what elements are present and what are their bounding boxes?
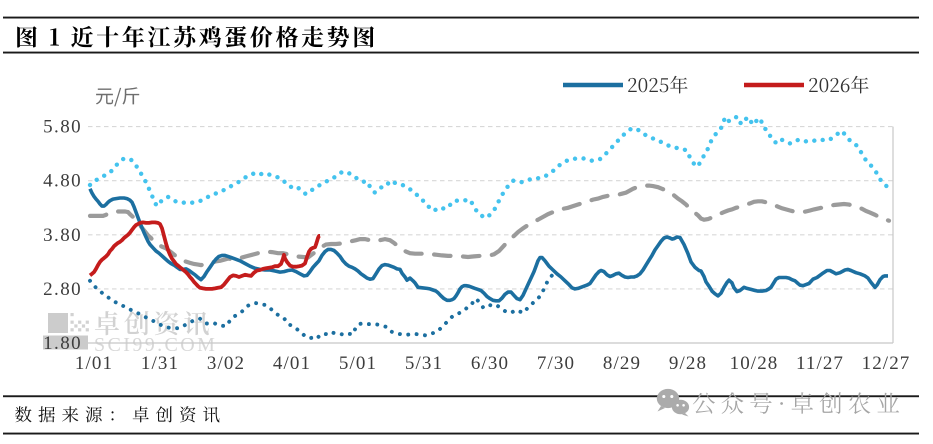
svg-text:3/02: 3/02 [207, 353, 245, 374]
svg-text:5.80: 5.80 [43, 117, 82, 138]
svg-text:4/01: 4/01 [273, 353, 311, 374]
svg-text:1/01: 1/01 [75, 353, 113, 374]
svg-text:8/29: 8/29 [603, 353, 641, 374]
svg-text:9/28: 9/28 [669, 353, 707, 374]
svg-text:3.80: 3.80 [43, 225, 82, 246]
svg-text:1.80: 1.80 [43, 333, 82, 354]
svg-text:SCI99.COM: SCI99.COM [94, 334, 217, 356]
svg-text:12/27: 12/27 [862, 353, 911, 374]
svg-text:11/27: 11/27 [796, 353, 844, 374]
svg-text:2.80: 2.80 [43, 279, 82, 300]
svg-text:5/31: 5/31 [405, 353, 443, 374]
svg-text:7/30: 7/30 [537, 353, 575, 374]
svg-text:1/31: 1/31 [141, 353, 179, 374]
svg-text:10/28: 10/28 [730, 353, 779, 374]
svg-text:4.80: 4.80 [43, 171, 82, 192]
svg-text:6/30: 6/30 [471, 353, 509, 374]
svg-text:5/01: 5/01 [339, 353, 377, 374]
